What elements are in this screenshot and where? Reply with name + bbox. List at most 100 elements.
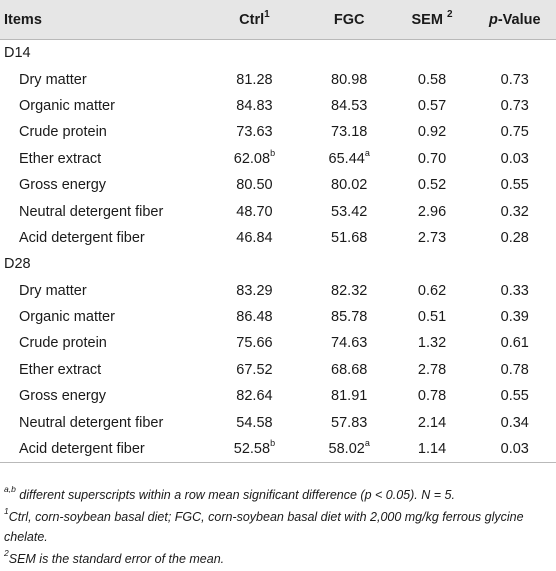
fgc-cell-value: 80.98 [331, 71, 368, 88]
section-row: D28 [0, 251, 556, 277]
fgc-cell: 58.02a [307, 435, 391, 464]
pvalue-cell: 0.73 [500, 71, 529, 88]
fgc-cell-value: 84.53 [331, 97, 368, 114]
ctrl-cell-value: 86.48 [236, 309, 273, 326]
header-pvalue: p-Value [473, 0, 556, 40]
fgc-cell-value: 85.78 [331, 309, 368, 326]
table-row: Acid detergent fiber 52.58b 58.02a 1.14 0.03 [0, 435, 556, 464]
fgc-cell-value: 68.68 [331, 361, 368, 378]
section-label: D14 [4, 45, 31, 62]
pvalue-cell: 0.61 [500, 335, 529, 352]
table-row: Neutral detergent fiber 48.70 53.42 2.96 0.3… [0, 198, 556, 224]
footnote-sup: a,b [4, 483, 16, 494]
fgc-cell: 68.68 [308, 357, 391, 383]
ctrl-cell: 46.84 [201, 225, 308, 251]
fgc-cell-value: 51.68 [331, 229, 368, 246]
item-cell: Gross energy [19, 177, 107, 194]
fgc-cell-value: 74.63 [331, 335, 368, 352]
pvalue-cell: 0.55 [500, 177, 529, 194]
pvalue-cell: 0.03 [473, 435, 556, 464]
item-cell: Ether extract [19, 361, 102, 378]
ctrl-cell: 82.64 [201, 383, 308, 409]
item-cell: Organic matter [19, 309, 115, 326]
header-fgc: FGC [307, 0, 391, 40]
ctrl-cell-value: 67.52 [236, 361, 273, 378]
sem-cell: 2.73 [417, 229, 447, 246]
table-row: Gross energy 82.64 81.91 0.78 0.55 [0, 383, 556, 409]
pvalue-cell: 0.75 [500, 124, 529, 141]
table-row: Acid detergent fiber 46.84 51.68 2.73 0.28 [0, 225, 556, 251]
pvalue-cell: 0.73 [500, 97, 529, 114]
ctrl-cell-value: 75.66 [236, 335, 273, 352]
fgc-cell: 53.42 [308, 198, 391, 224]
item-cell: Dry matter [19, 282, 87, 299]
fgc-cell-value: 80.02 [331, 177, 368, 194]
item-cell: Gross energy [19, 388, 107, 405]
header-sem-sup: 2 [446, 8, 453, 20]
pvalue-cell: 0.39 [500, 309, 529, 326]
ctrl-cell-value: 84.83 [236, 97, 273, 114]
ctrl-cell: 52.58b [201, 435, 308, 464]
header-items: Items [0, 0, 202, 40]
ctrl-cell: 81.28 [201, 66, 308, 92]
ctrl-cell: 54.58 [201, 409, 308, 435]
fgc-cell: 80.98 [308, 66, 391, 92]
header-ctrl: Ctrl1 [201, 0, 308, 40]
sem-cell: 1.32 [417, 335, 447, 352]
ctrl-cell-value: 62.08 [233, 150, 271, 167]
table-row: Organic matter 86.48 85.78 0.51 0.39 [0, 304, 556, 330]
fgc-cell: 82.32 [308, 278, 391, 304]
fgc-cell-value: 65.44 [328, 150, 365, 167]
sem-cell: 0.52 [417, 177, 447, 194]
item-cell: Acid detergent fiber [0, 435, 202, 464]
fgc-cell: 81.91 [308, 383, 391, 409]
item-cell: Dry matter [19, 71, 87, 88]
data-table: Items Ctrl1 FGC SEM 2 p-Value D14 Dry mat… [0, 0, 556, 464]
ctrl-cell: 48.70 [201, 198, 308, 224]
fgc-cell-sup: a [364, 438, 370, 449]
pvalue-cell: 0.28 [500, 229, 529, 246]
ctrl-cell: 83.29 [201, 278, 308, 304]
table-row: Ether extract 62.08b 65.44a 0.70 0.03 [0, 146, 556, 172]
sem-cell: 0.57 [417, 97, 447, 114]
fgc-cell-value: 58.02 [328, 441, 365, 458]
sem-cell: 0.70 [417, 150, 447, 167]
item-cell: Crude protein [19, 124, 107, 141]
fgc-cell: 74.63 [308, 330, 391, 356]
header-sem: SEM 2 [390, 0, 474, 40]
header-pvalue-p: p [488, 11, 498, 28]
ctrl-cell: 62.08b [201, 146, 308, 172]
ctrl-cell-value: 48.70 [236, 203, 273, 220]
fgc-cell: 65.44a [308, 146, 391, 172]
table-row: Crude protein 73.63 73.18 0.92 0.75 [0, 119, 556, 145]
item-cell: Neutral detergent fiber [19, 203, 164, 220]
footnote-text: Ctrl, corn-soybean basal diet; FGC, corn… [4, 510, 524, 544]
fgc-cell-value: 57.83 [331, 414, 368, 431]
table-row: Dry matter 81.28 80.98 0.58 0.73 [0, 66, 556, 92]
sem-cell: 0.51 [417, 309, 447, 326]
ctrl-cell: 73.63 [201, 119, 308, 145]
sem-cell: 0.58 [417, 71, 447, 88]
footnote: 2SEM is the standard error of the mean. [4, 549, 552, 569]
sem-cell: 2.96 [417, 203, 447, 220]
sem-cell: 2.78 [417, 361, 447, 378]
ctrl-cell: 75.66 [201, 330, 308, 356]
header-sem-label: SEM [411, 11, 443, 28]
item-cell: Organic matter [19, 97, 115, 114]
ctrl-cell-value: 81.28 [236, 71, 273, 88]
footnote-sup: 1 [4, 505, 9, 516]
fgc-cell-value: 82.32 [331, 282, 368, 299]
fgc-cell: 73.18 [308, 119, 391, 145]
footnote-text: SEM is the standard error of the mean. [8, 552, 225, 566]
ctrl-cell: 67.52 [201, 357, 308, 383]
ctrl-cell-value: 82.64 [236, 388, 273, 405]
pvalue-cell: 0.78 [500, 361, 529, 378]
item-cell: Acid detergent fiber [19, 229, 145, 246]
header-ctrl-sup: 1 [264, 8, 270, 20]
item-cell: Neutral detergent fiber [19, 414, 164, 431]
table-body: D14 Dry matter 81.28 80.98 0.58 0.73 Organic m… [0, 40, 556, 464]
table-row: Ether extract 67.52 68.68 2.78 0.78 [0, 357, 556, 383]
fgc-cell: 80.02 [308, 172, 391, 198]
fgc-cell-value: 53.42 [331, 203, 368, 220]
